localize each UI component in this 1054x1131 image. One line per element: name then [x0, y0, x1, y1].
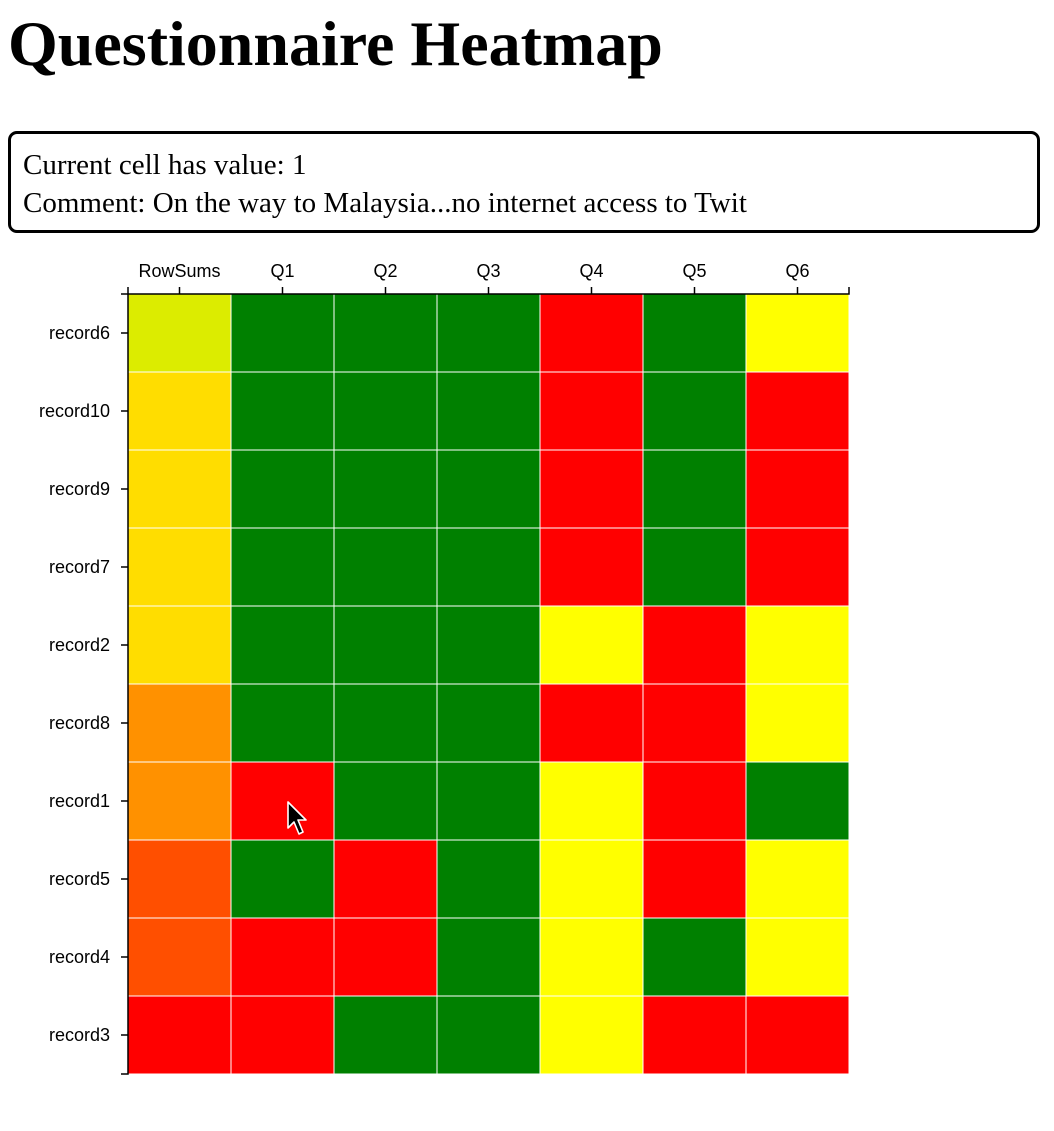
heatmap-cell-record2-q2[interactable] [333, 605, 438, 685]
heatmap-cell-record9-q4[interactable] [539, 449, 644, 529]
heatmap-cell-record8-q1[interactable] [230, 683, 335, 763]
heatmap-cell-record8-q2[interactable] [333, 683, 438, 763]
heatmap-cell-record3-q3[interactable] [436, 995, 541, 1075]
heatmap-cell-record6-q2[interactable] [333, 293, 438, 373]
x-tick-label-q3: Q3 [476, 261, 500, 281]
heatmap-cell-record1-q3[interactable] [436, 761, 541, 841]
heatmap-cell-record6-q5[interactable] [642, 293, 747, 373]
heatmap-cell-record2-rowsums[interactable] [127, 605, 232, 685]
heatmap-cell-record6-q4[interactable] [539, 293, 644, 373]
x-tick-label-q4: Q4 [579, 261, 603, 281]
heatmap-cell-record6-q3[interactable] [436, 293, 541, 373]
x-tick-label-q6: Q6 [785, 261, 809, 281]
heatmap-cell-record3-rowsums[interactable] [127, 995, 232, 1075]
heatmap-cell-record3-q6[interactable] [745, 995, 850, 1075]
y-tick-label-record9: record9 [49, 479, 110, 499]
page-title: Questionnaire Heatmap [8, 8, 663, 79]
y-tick-label-record1: record1 [49, 791, 110, 811]
heatmap-chart: RowSums Q1 Q2 Q3 Q4 Q5 Q6 record6record10recor… [39, 261, 850, 1075]
x-tick-label-q5: Q5 [682, 261, 706, 281]
heatmap-cell-record4-rowsums[interactable] [127, 917, 232, 997]
heatmap-cell-record4-q5[interactable] [642, 917, 747, 997]
heatmap-cell-record4-q1[interactable] [230, 917, 335, 997]
heatmap-cell-record1-q2[interactable] [333, 761, 438, 841]
heatmap-cell-record8-q5[interactable] [642, 683, 747, 763]
heatmap-cell-record9-q1[interactable] [230, 449, 335, 529]
heatmap-cell-record2-q6[interactable] [745, 605, 850, 685]
cell-comment-text: Comment: On the way to Malaysia...no int… [23, 187, 747, 219]
heatmap-cell-record9-rowsums[interactable] [127, 449, 232, 529]
heatmap-cell-record8-q3[interactable] [436, 683, 541, 763]
heatmap-cell-record5-q6[interactable] [745, 839, 850, 919]
x-tick-label-rowsums: RowSums [138, 261, 220, 281]
heatmap-cell-record10-q5[interactable] [642, 371, 747, 451]
heatmap-cell-record7-q2[interactable] [333, 527, 438, 607]
heatmap-cell-record9-q5[interactable] [642, 449, 747, 529]
heatmap-cell-record5-q2[interactable] [333, 839, 438, 919]
heatmap-cell-record6-q6[interactable] [745, 293, 850, 373]
y-axis-domain [121, 293, 129, 1075]
cell-value-text: Current cell has value: 1 [23, 149, 307, 181]
heatmap-cell-record1-q5[interactable] [642, 761, 747, 841]
heatmap-cell-record6-q1[interactable] [230, 293, 335, 373]
heatmap-cell-record4-q6[interactable] [745, 917, 850, 997]
heatmap-cells [127, 293, 850, 1075]
x-axis: RowSums Q1 Q2 Q3 Q4 Q5 Q6 [127, 261, 850, 295]
heatmap-cell-record6-rowsums[interactable] [127, 293, 232, 373]
heatmap-cell-record10-q1[interactable] [230, 371, 335, 451]
heatmap-cell-record4-q4[interactable] [539, 917, 644, 997]
y-tick-label-record7: record7 [49, 557, 110, 577]
y-tick-label-record3: record3 [49, 1025, 110, 1045]
heatmap-cell-record1-rowsums[interactable] [127, 761, 232, 841]
heatmap-cell-record5-q1[interactable] [230, 839, 335, 919]
heatmap-cell-record10-q4[interactable] [539, 371, 644, 451]
heatmap-cell-record3-q4[interactable] [539, 995, 644, 1075]
heatmap-cell-record9-q6[interactable] [745, 449, 850, 529]
y-tick-label-record6: record6 [49, 323, 110, 343]
heatmap-cell-record5-q5[interactable] [642, 839, 747, 919]
x-tick-label-q2: Q2 [373, 261, 397, 281]
heatmap-cell-record7-q6[interactable] [745, 527, 850, 607]
heatmap-cell-record7-q3[interactable] [436, 527, 541, 607]
heatmap-cell-record1-q1[interactable] [230, 761, 335, 841]
heatmap-cell-record2-q3[interactable] [436, 605, 541, 685]
y-tick-label-record10: record10 [39, 401, 110, 421]
heatmap-cell-record2-q5[interactable] [642, 605, 747, 685]
heatmap-cell-record5-q3[interactable] [436, 839, 541, 919]
heatmap-cell-record7-q1[interactable] [230, 527, 335, 607]
heatmap-cell-record7-q5[interactable] [642, 527, 747, 607]
heatmap-cell-record1-q4[interactable] [539, 761, 644, 841]
cell-info-box: Current cell has value: 1 Comment: On th… [8, 131, 1040, 233]
heatmap-cell-record8-rowsums[interactable] [127, 683, 232, 763]
y-tick-label-record8: record8 [49, 713, 110, 733]
heatmap-cell-record3-q1[interactable] [230, 995, 335, 1075]
y-tick-label-record4: record4 [49, 947, 110, 967]
heatmap-cell-record3-q5[interactable] [642, 995, 747, 1075]
heatmap-cell-record10-q6[interactable] [745, 371, 850, 451]
heatmap-cell-record1-q6[interactable] [745, 761, 850, 841]
heatmap-cell-record7-q4[interactable] [539, 527, 644, 607]
heatmap-cell-record5-rowsums[interactable] [127, 839, 232, 919]
heatmap-cell-record2-q4[interactable] [539, 605, 644, 685]
heatmap-cell-record2-q1[interactable] [230, 605, 335, 685]
heatmap-cell-record9-q3[interactable] [436, 449, 541, 529]
heatmap-cell-record4-q3[interactable] [436, 917, 541, 997]
heatmap-cell-record9-q2[interactable] [333, 449, 438, 529]
heatmap-cell-record3-q2[interactable] [333, 995, 438, 1075]
y-axis: record6 record10 record9 record7 record2 reco… [39, 293, 129, 1075]
heatmap-cell-record8-q6[interactable] [745, 683, 850, 763]
y-tick-label-record5: record5 [49, 869, 110, 889]
heatmap-cell-record10-q3[interactable] [436, 371, 541, 451]
heatmap-cell-record5-q4[interactable] [539, 839, 644, 919]
heatmap-cell-record10-q2[interactable] [333, 371, 438, 451]
heatmap-cell-record8-q4[interactable] [539, 683, 644, 763]
x-tick-label-q1: Q1 [270, 261, 294, 281]
heatmap-cell-record10-rowsums[interactable] [127, 371, 232, 451]
y-tick-label-record2: record2 [49, 635, 110, 655]
heatmap-cell-record4-q2[interactable] [333, 917, 438, 997]
heatmap-cell-record7-rowsums[interactable] [127, 527, 232, 607]
